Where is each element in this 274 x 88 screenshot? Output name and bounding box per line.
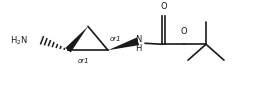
Text: O: O: [160, 2, 167, 11]
Text: O: O: [181, 27, 187, 36]
Polygon shape: [108, 37, 139, 50]
Text: N: N: [135, 35, 141, 44]
Text: or1: or1: [110, 36, 122, 42]
Text: or1: or1: [78, 58, 90, 64]
Polygon shape: [65, 26, 88, 52]
Text: H: H: [135, 44, 141, 53]
Text: H$_2$N: H$_2$N: [10, 34, 28, 47]
